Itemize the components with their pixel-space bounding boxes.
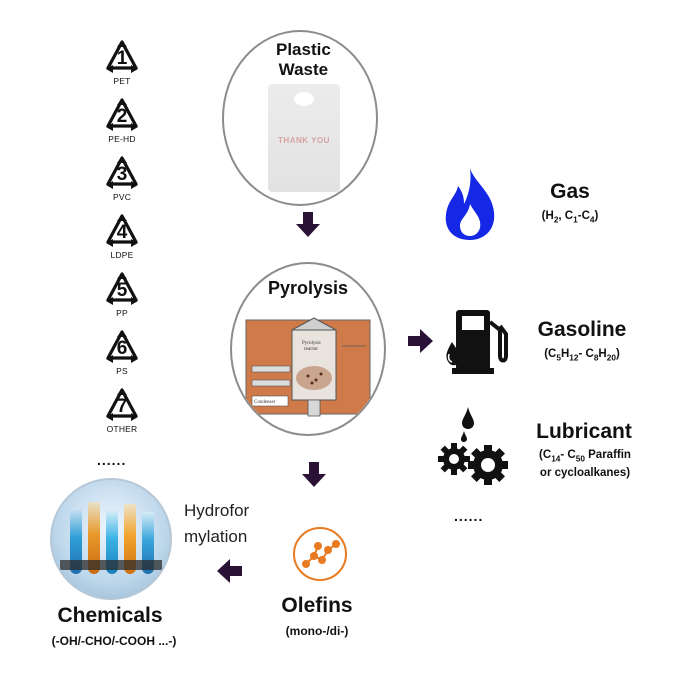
plastic-waste-title: Plastic Waste xyxy=(276,40,331,80)
recycling-code-item: 6 PS xyxy=(92,328,152,376)
recycling-code-label: PE-HD xyxy=(108,134,136,144)
olefins-sub: (mono-/di-) xyxy=(285,624,349,638)
recycling-code-label: PVC xyxy=(112,192,132,202)
gas-formula: (H2, C1-C4) xyxy=(541,210,599,225)
recycling-code-number: 5 xyxy=(116,280,128,301)
recycling-code-label: PS xyxy=(116,366,128,376)
recycling-code-number: 1 xyxy=(116,48,128,69)
recycle-triangle-icon xyxy=(106,156,138,189)
bag-handle-hole xyxy=(294,92,314,106)
recycle-triangle-icon xyxy=(106,98,138,131)
recycle-triangle-icon xyxy=(106,214,138,247)
condenser-label: Condenser xyxy=(254,400,276,405)
recycling-code-item: 4 LDPE xyxy=(92,212,152,260)
recycle-triangle-icon xyxy=(106,272,138,305)
fuel-pump-icon xyxy=(446,310,508,374)
hydroformylation-line1: Hydrofor xyxy=(184,501,250,520)
lubricant-title: Lubricant xyxy=(536,420,632,443)
recycling-code-label: PET xyxy=(113,76,131,86)
gasoline-formula: (C5H12- C8H20) xyxy=(544,348,620,363)
recycle-triangle-icon xyxy=(106,40,138,73)
pyrolysis-circle: Pyrolysis Pyrolysis reactor Condenser xyxy=(230,262,386,436)
lubricant-formula-line1: (C14- C50 Paraffin xyxy=(539,449,631,464)
test-tube xyxy=(70,508,82,574)
recycling-code-label: OTHER xyxy=(106,424,138,434)
bag-text: THANK YOU xyxy=(278,136,330,145)
recycling-code-number: 6 xyxy=(116,338,128,359)
plastic-waste-title-line2: Waste xyxy=(278,60,329,79)
olefin-molecule-icon xyxy=(293,527,347,581)
recycling-code-number: 7 xyxy=(116,396,128,417)
arrow-right-icon xyxy=(408,329,433,353)
test-tube xyxy=(124,504,136,574)
flame-icon xyxy=(445,168,495,240)
tube-rack xyxy=(60,560,162,570)
lubricant-formula: (C14- C50 Paraffin or cycloalkanes) xyxy=(516,448,654,481)
test-tube xyxy=(88,502,100,574)
lubricant-formula-line2: or cycloalkanes) xyxy=(539,467,631,480)
gears-oil-icon xyxy=(438,407,508,485)
recycling-code-item: 5 PP xyxy=(92,270,152,318)
recycling-code-item: 7 OTHER xyxy=(92,386,152,434)
recycle-triangle-icon xyxy=(106,330,138,363)
recycling-code-number: 2 xyxy=(116,106,128,127)
recycling-code-label: LDPE xyxy=(110,250,134,260)
arrow-down-icon xyxy=(296,212,320,237)
recycle-triangle-icon xyxy=(106,388,138,421)
plastic-waste-title-line1: Plastic xyxy=(276,40,331,59)
recycling-code-item: 1 PET xyxy=(92,38,152,86)
hydroformylation-label: Hydrofor mylation xyxy=(184,498,249,550)
reactor-label-2: reactor xyxy=(304,347,318,352)
chemicals-title: Chemicals xyxy=(57,604,163,627)
recycling-code-label: PP xyxy=(116,308,128,318)
pyrolysis-reactor-image: Pyrolysis reactor Condenser xyxy=(242,316,374,418)
codes-more-ellipsis: ...... xyxy=(97,452,127,468)
olefins-title: Olefins xyxy=(281,594,353,617)
products-more-ellipsis: ...... xyxy=(454,508,484,524)
recycling-code-item: 3 PVC xyxy=(92,154,152,202)
pyrolysis-title: Pyrolysis xyxy=(267,278,349,298)
plastic-bag-image: THANK YOU xyxy=(268,84,340,192)
plastic-waste-circle: THANK YOU Plastic Waste xyxy=(222,30,378,206)
chemicals-test-tubes-image xyxy=(50,478,172,600)
arrow-down-icon xyxy=(302,462,326,487)
recycling-code-number: 4 xyxy=(116,222,128,243)
test-tube xyxy=(106,510,118,574)
gas-title: Gas xyxy=(550,180,590,203)
recycling-code-item: 2 PE-HD xyxy=(92,96,152,144)
chemicals-sub: (-OH/-CHO/-COOH ...-) xyxy=(51,634,177,648)
test-tube xyxy=(142,512,154,574)
hydroformylation-line2: mylation xyxy=(184,527,248,546)
reactor-label: Pyrolysis xyxy=(302,341,321,346)
recycling-code-number: 3 xyxy=(116,164,128,185)
arrow-left-icon xyxy=(217,559,242,583)
gasoline-title: Gasoline xyxy=(537,318,627,341)
